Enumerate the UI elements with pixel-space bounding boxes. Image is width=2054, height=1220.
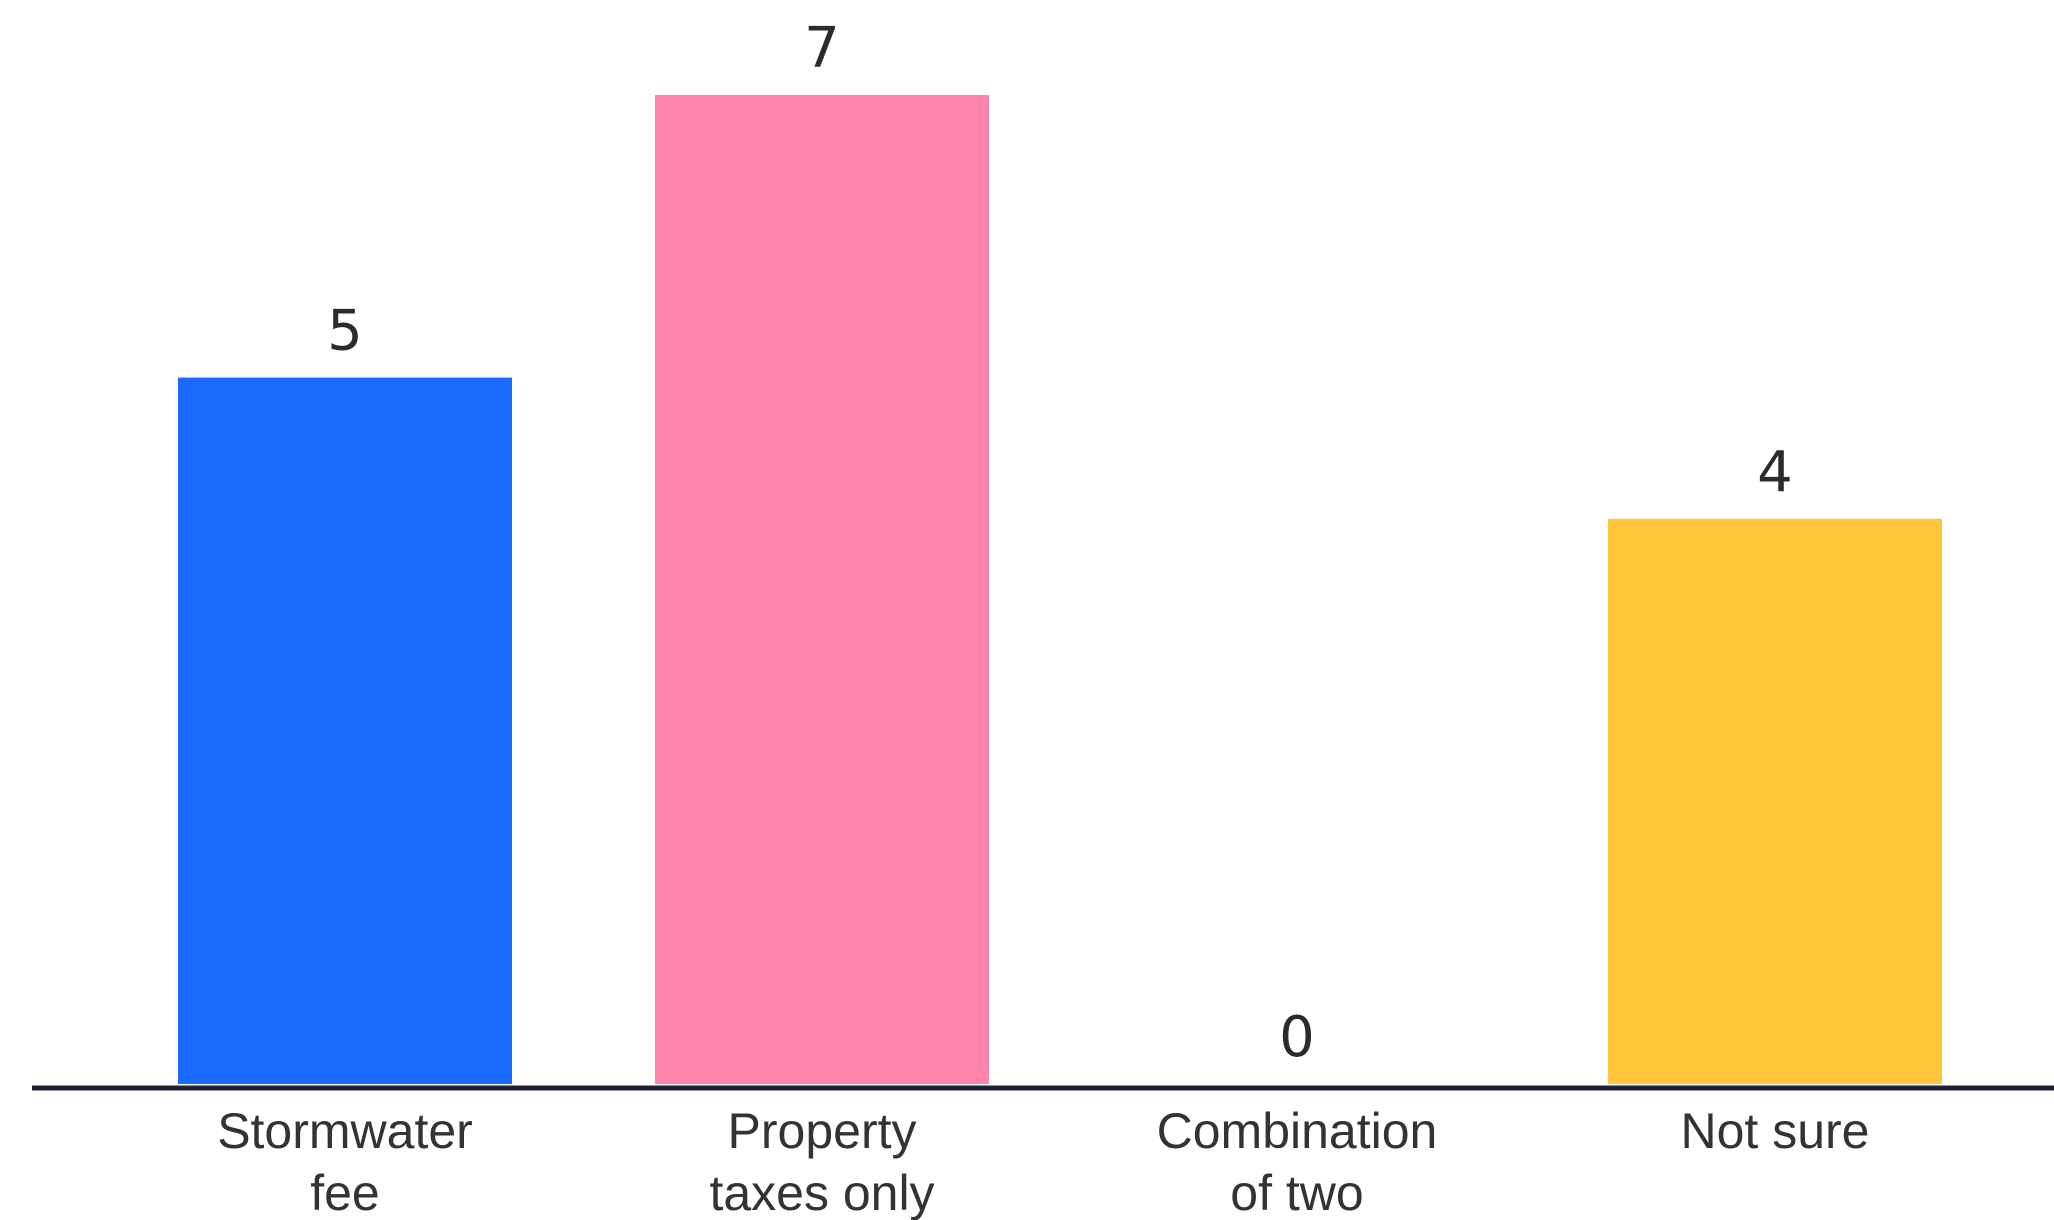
category-label-2-line-1: Property xyxy=(728,1103,917,1159)
value-label-3: 0 xyxy=(1279,1005,1315,1070)
bar-4 xyxy=(1608,518,1942,1084)
bars-group xyxy=(178,95,1942,1085)
bar-2 xyxy=(655,95,989,1084)
bar-1 xyxy=(178,377,512,1085)
category-label-1-line-1: Stormwater xyxy=(217,1103,473,1159)
value-labels-group: 5 7 0 4 xyxy=(327,16,1793,1070)
category-label-1-line-2: fee xyxy=(310,1165,380,1220)
value-label-4: 4 xyxy=(1757,440,1793,505)
category-labels-group: Stormwater fee Property taxes only Combinati… xyxy=(217,1103,1869,1220)
category-label-3-line-1: Combination xyxy=(1157,1103,1438,1159)
category-label-4-line-1: Not sure xyxy=(1681,1103,1870,1159)
category-label-2-line-2: taxes only xyxy=(709,1165,934,1220)
value-label-2: 7 xyxy=(804,16,840,81)
category-label-3-line-2: of two xyxy=(1230,1165,1363,1220)
value-label-1: 5 xyxy=(327,299,363,364)
